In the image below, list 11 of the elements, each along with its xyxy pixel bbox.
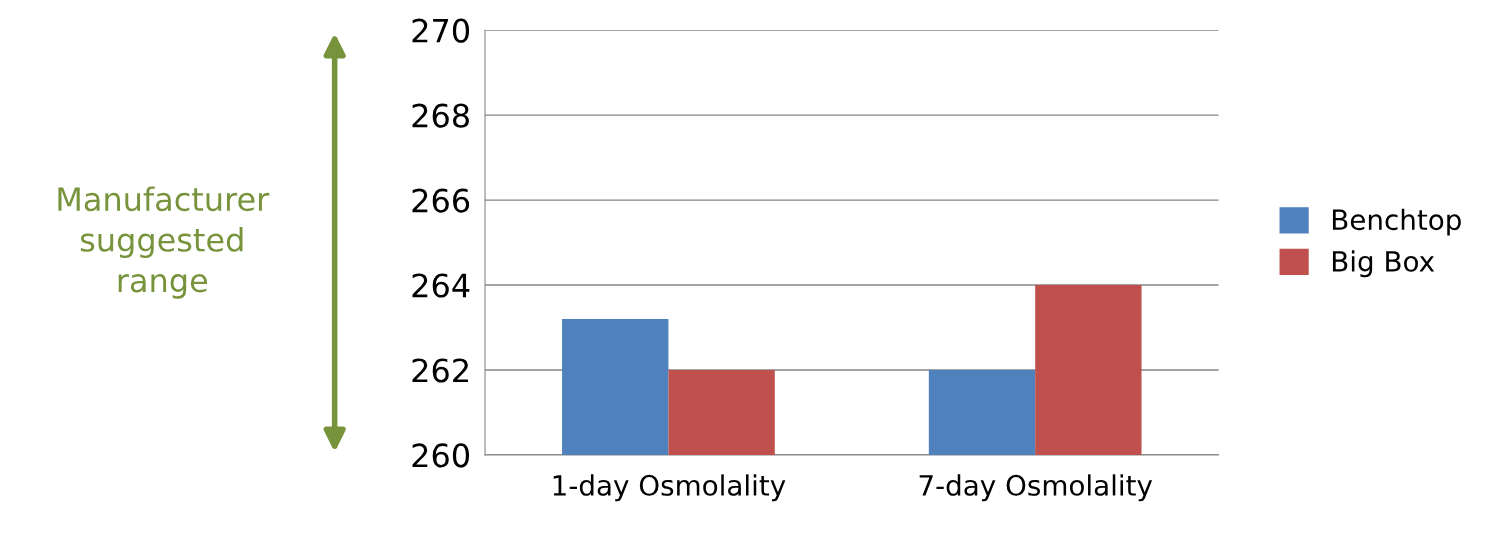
legend-label: Big Box: [1332, 250, 1435, 278]
y-tick-label: 270: [412, 18, 470, 43]
y-tick-label: 260: [412, 443, 470, 468]
y-tick-label: 266: [412, 188, 470, 213]
x-tick-label: 7-day Osmolality: [919, 474, 1153, 502]
text: Manufacturer suggested range: [58, 186, 270, 299]
legend-label: Benchtop: [1332, 208, 1461, 236]
y-tick-label: 264: [412, 273, 470, 298]
y-tick-label: 262: [412, 358, 468, 383]
y-tick-label: 268: [412, 103, 469, 128]
x-tick-label: 1-day Osmolality: [553, 474, 786, 502]
